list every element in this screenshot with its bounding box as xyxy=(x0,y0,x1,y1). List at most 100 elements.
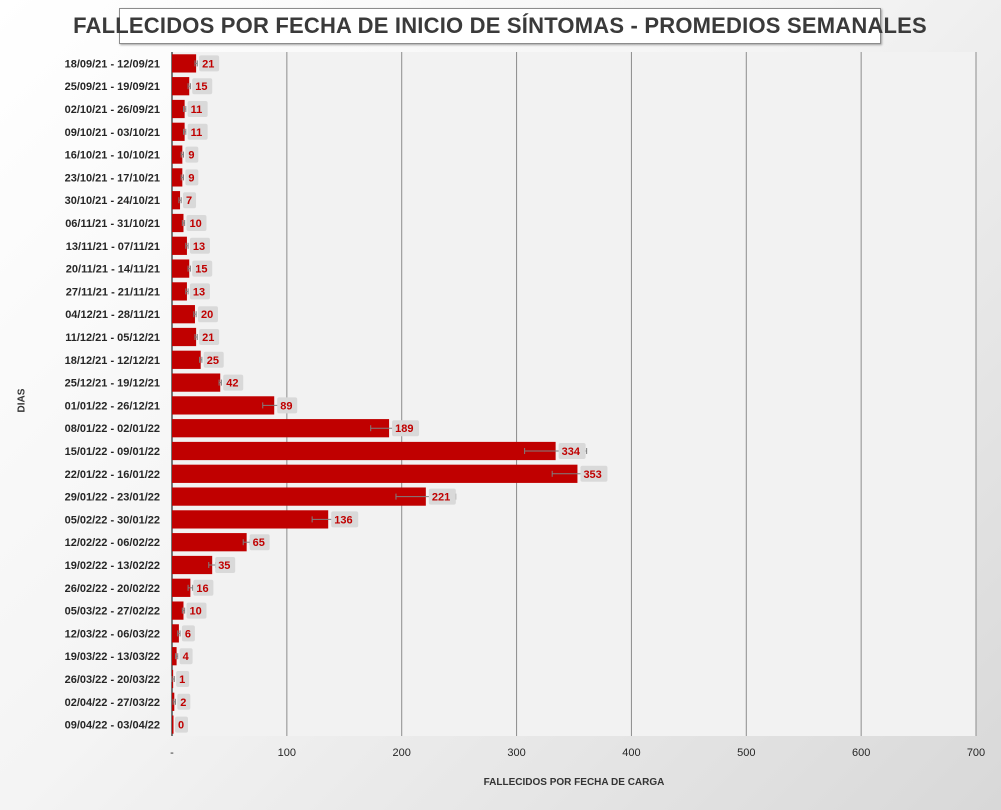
data-label-bg xyxy=(249,534,270,551)
bar xyxy=(172,419,390,438)
data-label: 20 xyxy=(201,309,213,321)
bar xyxy=(172,122,185,141)
bar xyxy=(172,396,275,415)
category-label: 23/10/21 - 17/10/21 xyxy=(65,172,160,184)
category-label: 22/01/22 - 16/01/22 xyxy=(65,469,160,481)
data-label-bg xyxy=(197,306,218,323)
category-label: 02/04/22 - 27/03/22 xyxy=(65,697,160,709)
data-label-bg xyxy=(177,693,191,710)
data-label-bg xyxy=(189,283,210,300)
bar xyxy=(172,533,247,552)
data-label-bg xyxy=(186,602,207,619)
data-label-bg xyxy=(185,169,199,186)
category-label: 05/03/22 - 27/02/22 xyxy=(65,606,160,618)
plot-area xyxy=(172,52,976,736)
category-label: 11/12/21 - 05/12/21 xyxy=(65,332,160,344)
x-tick-label: 300 xyxy=(507,747,525,759)
data-label: 15 xyxy=(195,81,207,93)
bar xyxy=(172,213,184,233)
bar xyxy=(172,191,181,210)
category-label: 27/11/21 - 21/11/21 xyxy=(66,286,160,298)
data-label-bg xyxy=(176,671,190,687)
data-label: 6 xyxy=(185,628,191,640)
data-label: 42 xyxy=(226,378,238,390)
data-label: 21 xyxy=(202,58,214,70)
bar xyxy=(172,54,197,73)
category-label: 12/02/22 - 06/02/22 xyxy=(65,537,160,549)
data-label-bg xyxy=(558,443,586,459)
bar xyxy=(172,510,329,529)
data-label-bg xyxy=(185,146,199,163)
data-label: 89 xyxy=(280,400,292,412)
data-label: 10 xyxy=(189,606,201,618)
data-label: 7 xyxy=(186,195,192,207)
bars: 2115111199710131513202125428918933435322… xyxy=(171,54,608,734)
y-axis-title: DIAS xyxy=(16,388,28,413)
category-label: 12/03/22 - 06/03/22 xyxy=(65,628,160,640)
bar xyxy=(172,464,578,483)
data-label-bg xyxy=(192,78,213,95)
data-label-bg xyxy=(193,579,214,596)
data-label-bg xyxy=(186,215,207,231)
data-label-bg xyxy=(331,511,359,528)
bar xyxy=(172,601,184,620)
data-label-bg xyxy=(183,192,197,209)
data-label-bg xyxy=(175,716,188,733)
data-label-bg xyxy=(580,465,608,482)
x-tick-label: - xyxy=(170,747,174,759)
category-label: 01/01/22 - 26/12/21 xyxy=(65,400,160,412)
data-label: 9 xyxy=(188,172,194,184)
data-label: 221 xyxy=(432,492,450,504)
category-label: 19/02/22 - 13/02/22 xyxy=(65,560,160,572)
bar xyxy=(172,487,426,506)
category-label: 29/01/22 - 23/01/22 xyxy=(65,492,160,504)
data-label: 10 xyxy=(189,218,201,230)
bar xyxy=(172,99,185,119)
category-label: 09/10/21 - 03/10/21 xyxy=(65,127,160,139)
category-labels: 18/09/21 - 12/09/21 25/09/21 - 19/09/21 02… xyxy=(65,58,160,731)
bar xyxy=(172,282,187,301)
data-label-bg xyxy=(189,237,210,254)
category-label: 09/04/22 - 03/04/22 xyxy=(65,720,160,732)
data-label: 65 xyxy=(253,537,265,549)
data-label: 21 xyxy=(202,332,214,344)
category-label: 18/09/21 - 12/09/21 xyxy=(65,58,160,70)
data-label-bg xyxy=(181,625,195,642)
data-label-bg xyxy=(277,397,298,414)
data-label-bg xyxy=(199,329,220,345)
category-label: 04/12/21 - 28/11/21 xyxy=(65,309,160,321)
category-label: 26/03/22 - 20/03/22 xyxy=(65,674,160,686)
category-label: 18/12/21 - 12/12/21 xyxy=(65,355,160,367)
bar xyxy=(172,327,197,347)
bar xyxy=(172,715,174,734)
category-label: 16/10/21 - 10/10/21 xyxy=(65,150,160,162)
data-label-bg xyxy=(187,123,208,140)
x-tick-label: 200 xyxy=(393,747,411,759)
data-label: 1 xyxy=(179,674,185,686)
bar xyxy=(172,578,191,597)
data-label: 11 xyxy=(191,127,203,139)
bar xyxy=(172,441,556,461)
data-label-bg xyxy=(199,55,220,72)
category-label: 20/11/21 - 14/11/21 xyxy=(66,264,160,276)
data-label: 0 xyxy=(178,720,184,732)
category-label: 25/12/21 - 19/12/21 xyxy=(65,378,160,390)
data-label-bg xyxy=(215,557,236,573)
bar xyxy=(172,168,183,187)
x-tick-labels: - 100 200 300 400 500 600 700 xyxy=(170,747,985,759)
data-label: 25 xyxy=(207,355,219,367)
data-label-bg xyxy=(179,648,193,665)
category-label: 26/02/22 - 20/02/22 xyxy=(65,583,160,595)
data-label: 334 xyxy=(562,446,581,458)
data-label: 189 xyxy=(395,423,413,435)
data-label: 13 xyxy=(193,286,205,298)
data-label: 2 xyxy=(180,697,186,709)
category-label: 19/03/22 - 13/03/22 xyxy=(65,651,160,663)
bar xyxy=(172,647,177,666)
data-label: 35 xyxy=(218,560,230,572)
bar xyxy=(172,259,190,278)
category-label: 05/02/22 - 30/01/22 xyxy=(65,514,160,526)
bar xyxy=(172,236,187,255)
x-tick-label: 400 xyxy=(622,747,640,759)
